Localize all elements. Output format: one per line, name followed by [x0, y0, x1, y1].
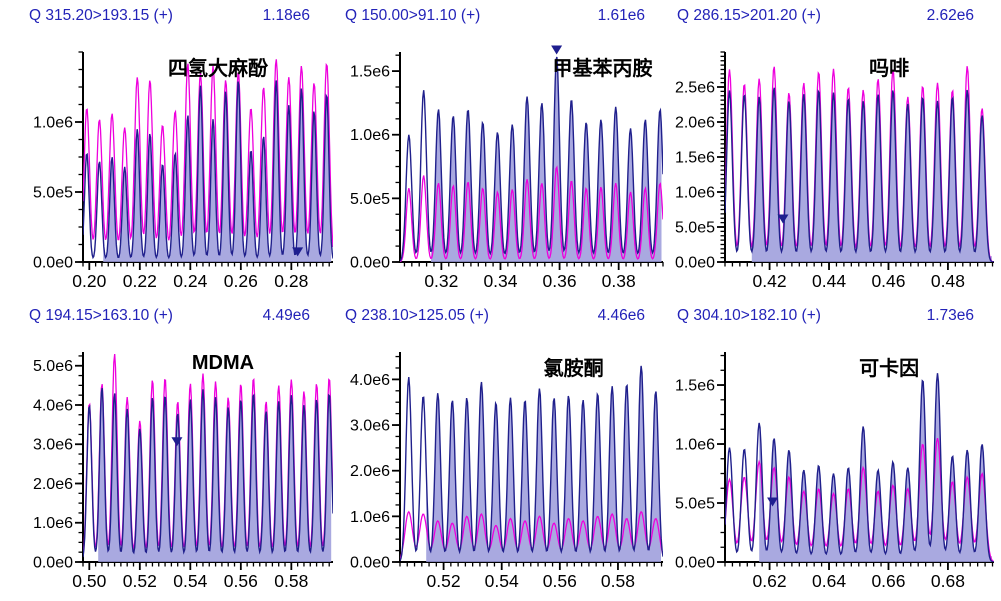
svg-text:0.38: 0.38	[602, 271, 636, 291]
chromatogram-plot[interactable]: 0.50 0.52 0.54 0.56 0.58 0.0e0 1.0e6 2.0e6 3.0e6…	[0, 334, 340, 600]
mrm-transition-label: Q 286.15>201.20 (+)	[677, 7, 821, 24]
chromatogram-plot[interactable]: 0.52 0.54 0.56 0.58 0.0e0 1.0e6 2.0e6 3.0e6 4.0e…	[340, 334, 670, 600]
chromatogram-plot[interactable]: 0.32 0.34 0.36 0.38 0.0e0 5.0e5 1.0e6 1.5e6	[340, 34, 670, 300]
max-intensity-value: 1.61e6	[597, 7, 645, 24]
svg-text:1.5e6: 1.5e6	[675, 150, 715, 167]
compound-title: 四氢大麻酚	[168, 58, 268, 80]
peak-marker-icon	[551, 45, 563, 55]
panel-header: Q 304.10>182.10 (+) 1.73e6	[670, 307, 1001, 325]
peak-marker-icon	[171, 437, 183, 447]
mrm-transition-label: Q 150.00>91.10 (+)	[345, 7, 481, 24]
panel-morphine: Q 286.15>201.20 (+) 2.62e6 吗啡 0.42 0.44 0.…	[670, 0, 1001, 300]
svg-text:0.52: 0.52	[123, 571, 157, 591]
chromatogram-plot[interactable]: 0.20 0.22 0.24 0.26 0.28 0.0e0 5.0e5 1.0e6	[0, 34, 340, 300]
svg-text:1.5e6: 1.5e6	[675, 378, 715, 395]
svg-text:0.22: 0.22	[123, 271, 157, 291]
svg-text:0.20: 0.20	[72, 271, 106, 291]
panel-header: Q 286.15>201.20 (+) 2.62e6	[670, 7, 1001, 25]
panel-header: Q 194.15>163.10 (+) 4.49e6	[0, 307, 340, 325]
svg-text:5.0e6: 5.0e6	[33, 358, 73, 375]
svg-text:3.0e6: 3.0e6	[350, 418, 390, 435]
svg-text:0.0e0: 0.0e0	[33, 555, 73, 572]
svg-text:1.0e6: 1.0e6	[33, 515, 73, 532]
svg-text:0.64: 0.64	[812, 571, 846, 591]
svg-text:1.0e6: 1.0e6	[33, 115, 73, 132]
svg-text:0.32: 0.32	[424, 271, 458, 291]
svg-text:5.0e5: 5.0e5	[675, 220, 715, 237]
svg-text:2.5e6: 2.5e6	[675, 80, 715, 97]
svg-text:0.48: 0.48	[931, 271, 965, 291]
peak-marker-icon	[767, 497, 779, 507]
svg-text:0.68: 0.68	[931, 571, 965, 591]
max-intensity-value: 4.46e6	[597, 307, 645, 324]
svg-text:0.56: 0.56	[224, 571, 258, 591]
svg-text:4.0e6: 4.0e6	[350, 372, 390, 389]
svg-text:0.34: 0.34	[483, 271, 517, 291]
compound-title: 氯胺酮	[543, 358, 604, 380]
svg-text:0.0e0: 0.0e0	[350, 555, 390, 572]
peak-marker-icon	[292, 247, 304, 257]
panel-ketamine: Q 238.10>125.05 (+) 4.46e6 氯胺酮 0.52 0.54 0…	[340, 300, 670, 601]
svg-text:0.26: 0.26	[224, 271, 258, 291]
svg-text:0.46: 0.46	[871, 271, 905, 291]
svg-text:0.58: 0.58	[274, 571, 308, 591]
svg-text:1.0e6: 1.0e6	[350, 127, 390, 144]
panel-methamphetamine: Q 150.00>91.10 (+) 1.61e6 甲基苯丙胺 0.32 0.34…	[340, 0, 670, 300]
chromatogram-plot[interactable]: 0.62 0.64 0.66 0.68 0.0e0 5.0e5 1.0e6 1.5e6	[670, 334, 1001, 600]
panel-header: Q 150.00>91.10 (+) 1.61e6	[340, 7, 670, 25]
svg-text:0.66: 0.66	[871, 571, 905, 591]
svg-text:0.0e0: 0.0e0	[675, 255, 715, 272]
panel-header: Q 315.20>193.15 (+) 1.18e6	[0, 7, 340, 25]
svg-text:0.42: 0.42	[753, 271, 787, 291]
svg-text:0.44: 0.44	[812, 271, 846, 291]
svg-text:0.56: 0.56	[543, 571, 577, 591]
max-intensity-value: 1.73e6	[926, 307, 974, 324]
svg-text:2.0e6: 2.0e6	[675, 115, 715, 132]
panel-thc: Q 315.20>193.15 (+) 1.18e6 四氢大麻酚 0.20 0.2…	[0, 0, 340, 300]
panel-header: Q 238.10>125.05 (+) 4.46e6	[340, 307, 670, 325]
max-intensity-value: 2.62e6	[926, 7, 974, 24]
svg-text:0.50: 0.50	[72, 571, 106, 591]
svg-text:2.0e6: 2.0e6	[350, 463, 390, 480]
svg-text:2.0e6: 2.0e6	[33, 476, 73, 493]
panel-cocaine: Q 304.10>182.10 (+) 1.73e6 可卡因 0.62 0.64 0…	[670, 300, 1001, 601]
svg-text:0.54: 0.54	[485, 571, 519, 591]
svg-text:1.0e6: 1.0e6	[675, 437, 715, 454]
mrm-transition-label: Q 304.10>182.10 (+)	[677, 307, 821, 324]
svg-text:5.0e5: 5.0e5	[33, 185, 73, 202]
svg-text:5.0e5: 5.0e5	[350, 191, 390, 208]
compound-title: 甲基苯丙胺	[552, 58, 653, 80]
chromatogram-plot[interactable]: 0.42 0.44 0.46 0.48 0.0e0 5.0e5 1.0e6 1.5e6 2.0e…	[670, 34, 1001, 300]
svg-text:1.0e6: 1.0e6	[675, 185, 715, 202]
mrm-transition-label: Q 238.10>125.05 (+)	[345, 307, 489, 324]
panel-mdma: Q 194.15>163.10 (+) 4.49e6 MDMA 0.50 0.52…	[0, 300, 340, 601]
compound-title: 可卡因	[859, 358, 920, 380]
svg-text:0.62: 0.62	[753, 571, 787, 591]
svg-text:4.0e6: 4.0e6	[33, 397, 73, 414]
svg-text:0.0e0: 0.0e0	[350, 255, 390, 272]
svg-text:0.36: 0.36	[543, 271, 577, 291]
svg-text:1.5e6: 1.5e6	[350, 64, 390, 81]
mrm-transition-label: Q 194.15>163.10 (+)	[29, 307, 173, 324]
svg-text:0.0e0: 0.0e0	[675, 555, 715, 572]
svg-text:5.0e5: 5.0e5	[675, 496, 715, 513]
svg-text:0.24: 0.24	[173, 271, 207, 291]
compound-title: MDMA	[191, 352, 255, 374]
svg-text:0.58: 0.58	[601, 571, 635, 591]
max-intensity-value: 1.18e6	[262, 7, 310, 24]
svg-text:0.0e0: 0.0e0	[33, 255, 73, 272]
max-intensity-value: 4.49e6	[262, 307, 310, 324]
svg-text:0.28: 0.28	[274, 271, 308, 291]
svg-text:0.52: 0.52	[427, 571, 461, 591]
compound-title: 吗啡	[869, 58, 910, 80]
peak-marker-icon	[777, 214, 789, 224]
svg-text:3.0e6: 3.0e6	[33, 437, 73, 454]
mrm-transition-label: Q 315.20>193.15 (+)	[29, 7, 173, 24]
svg-text:0.54: 0.54	[173, 571, 207, 591]
svg-text:1.0e6: 1.0e6	[350, 509, 390, 526]
